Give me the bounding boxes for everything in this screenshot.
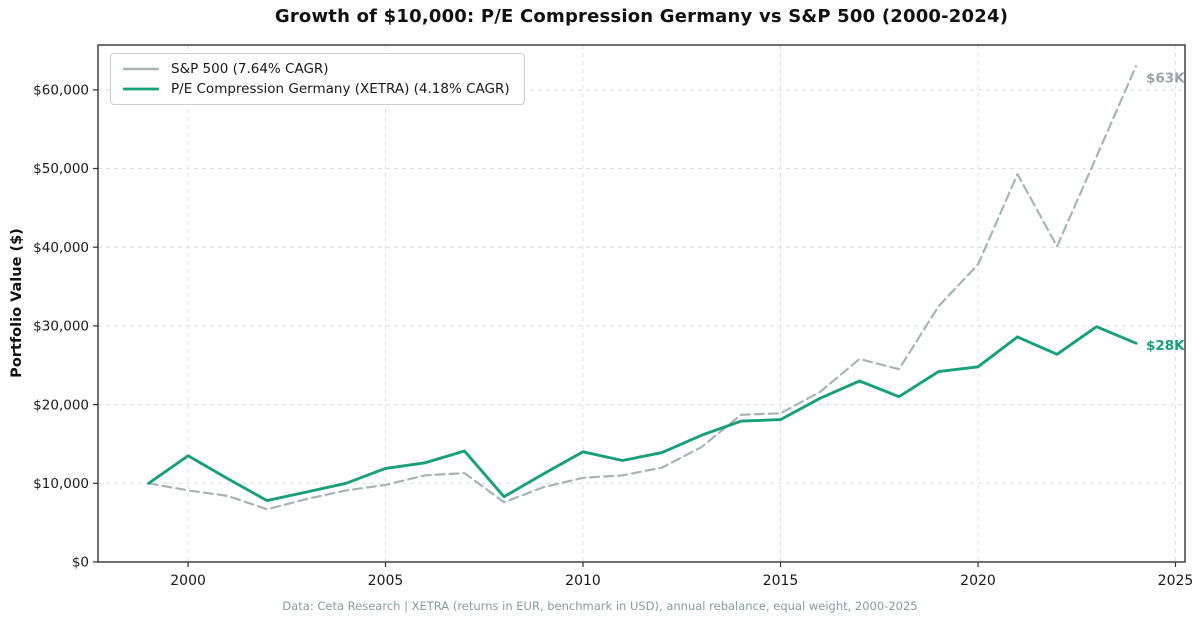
y-tick-label: $0 <box>72 555 89 571</box>
x-tick-label: 2010 <box>565 573 601 589</box>
y-tick-label: $20,000 <box>33 397 89 413</box>
legend-item-sp500: S&P 500 (7.64% CAGR) <box>121 61 510 77</box>
series-line-germany <box>147 325 1138 503</box>
y-tick-label: $60,000 <box>33 83 89 99</box>
x-tick-label: 2025 <box>1158 573 1194 589</box>
axes-ticks: $0 $10,000 $20,000 $30,000 $40,000 $50,000 $60… <box>33 83 1193 589</box>
x-tick-label: 2015 <box>763 573 799 589</box>
chart-title: Growth of $10,000: P/E Compression Germa… <box>274 6 1009 27</box>
end-annotation: $63K <box>1146 70 1185 86</box>
x-tick-label: 2020 <box>960 573 996 589</box>
end-annotation: $28K <box>1146 338 1185 354</box>
x-tick-label: 2000 <box>170 573 206 589</box>
gridlines <box>98 45 1185 562</box>
legend-label-sp500: S&P 500 (7.64% CAGR) <box>171 61 329 77</box>
y-tick-label: $50,000 <box>33 161 89 177</box>
y-axis-title: Portfolio Value ($) <box>9 228 25 378</box>
y-tick-label: $10,000 <box>33 476 89 492</box>
y-tick-label: $40,000 <box>33 240 89 256</box>
x-tick-label: 2005 <box>368 573 404 589</box>
dashed-line-swatch <box>123 67 159 71</box>
legend-label-germany: P/E Compression Germany (XETRA) (4.18% C… <box>171 81 510 97</box>
y-tick-label: $30,000 <box>33 319 89 335</box>
plot-border <box>97 44 1186 563</box>
legend-item-germany: P/E Compression Germany (XETRA) (4.18% C… <box>121 81 510 97</box>
solid-line-swatch <box>123 87 159 91</box>
data-source-note: Data: Ceta Research | XETRA (returns in … <box>282 599 918 613</box>
series-line-sp500 <box>147 65 1138 511</box>
legend: S&P 500 (7.64% CAGR) P/E Compression Ger… <box>110 53 525 105</box>
